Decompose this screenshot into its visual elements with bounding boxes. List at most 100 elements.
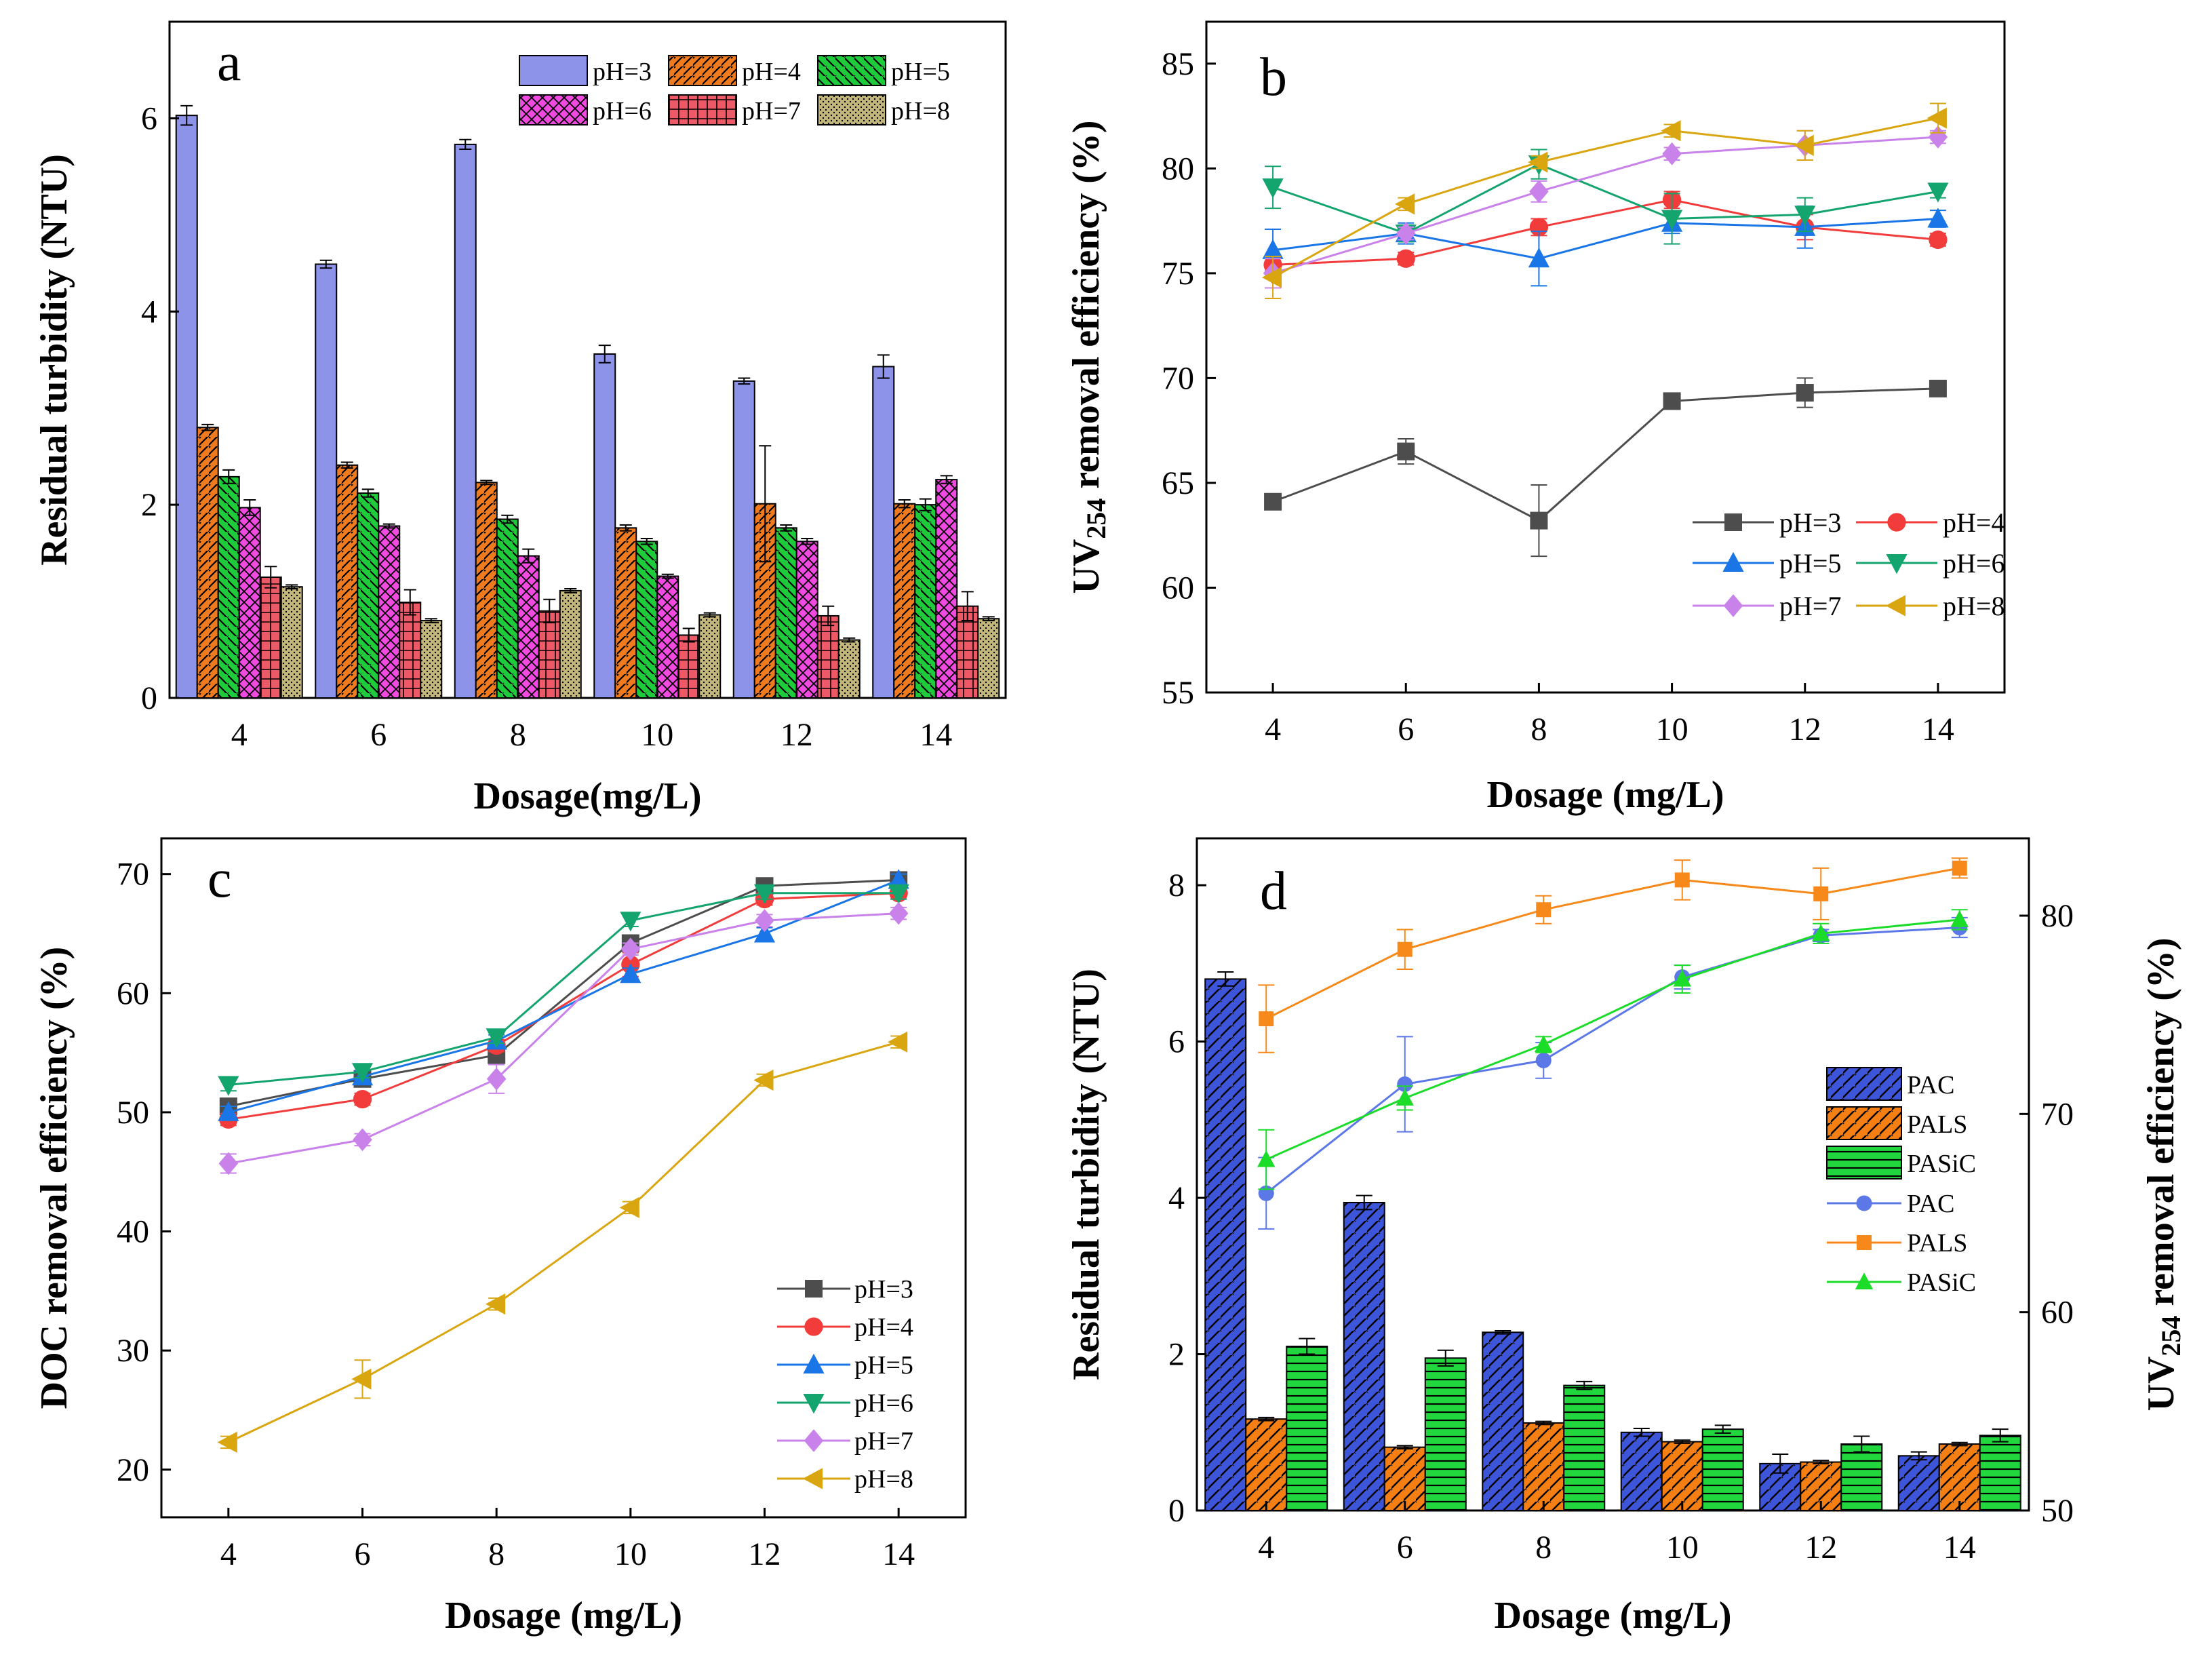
bar xyxy=(259,576,282,699)
error-bar xyxy=(264,566,277,589)
bar-pattern xyxy=(699,615,721,698)
data-point xyxy=(353,1089,372,1109)
bar-pattern xyxy=(1702,1429,1743,1510)
legend-marker xyxy=(1722,551,1744,572)
bar-pattern xyxy=(1979,1435,2021,1510)
panel-label: c xyxy=(208,849,232,909)
legend-label: PALS xyxy=(1907,1110,1967,1139)
data-point xyxy=(353,1128,372,1152)
legend-label: PAC xyxy=(1907,1071,1954,1099)
legend-label: pH=3 xyxy=(593,58,652,86)
bar-pattern xyxy=(1621,1432,1662,1510)
data-point xyxy=(1952,860,1967,876)
legend-label: pH=4 xyxy=(1943,507,2004,538)
legend-label: pH=7 xyxy=(1779,591,1841,621)
legend-swatch-outline xyxy=(817,94,886,125)
legend-marker xyxy=(1856,1195,1872,1211)
bar-pattern xyxy=(496,519,518,698)
series-line xyxy=(1265,918,1960,1161)
y-tick-label: 55 xyxy=(1162,675,1194,711)
bar-pattern xyxy=(1286,1346,1328,1510)
bar-pattern xyxy=(336,465,358,698)
data-point xyxy=(1812,924,1830,941)
x-tick-label: 8 xyxy=(510,717,526,753)
data-point xyxy=(1396,1089,1414,1106)
bar xyxy=(196,427,219,699)
legend-swatch-outline xyxy=(1826,1106,1902,1140)
data-point xyxy=(351,1368,372,1390)
legend-marker xyxy=(1887,513,1906,532)
legend-marker xyxy=(1886,554,1908,574)
error-bar xyxy=(564,588,577,593)
error-bar xyxy=(843,637,856,643)
error-bar xyxy=(243,499,256,516)
data-point xyxy=(888,901,909,925)
bar xyxy=(872,366,895,699)
error-bar xyxy=(961,591,974,622)
y-tick-label: 8 xyxy=(1168,868,1185,903)
bar xyxy=(1286,1346,1328,1511)
legend-swatch-pattern xyxy=(1827,1068,1901,1100)
bar xyxy=(1245,1418,1288,1512)
y-tick-label: 0 xyxy=(1168,1493,1185,1529)
data-point xyxy=(1927,107,1947,129)
bar xyxy=(614,527,637,699)
bar xyxy=(1938,1443,1981,1511)
x-tick-label: 6 xyxy=(370,717,387,753)
error-bar xyxy=(1674,1439,1691,1444)
x-axis-label: Dosage (mg/L) xyxy=(445,1595,682,1637)
legend-label: pH=3 xyxy=(1779,507,1841,538)
data-point xyxy=(1264,492,1282,511)
y-axis-label: UV254 removal efficiency (%) xyxy=(1065,120,1111,593)
bar xyxy=(1620,1431,1663,1511)
error-bar xyxy=(898,499,911,509)
bar-pattern xyxy=(817,615,839,698)
x-tick-label: 10 xyxy=(1666,1529,1699,1565)
data-point xyxy=(619,1196,639,1219)
legend-swatch xyxy=(817,55,886,86)
bar-pattern xyxy=(357,493,379,698)
error-bar xyxy=(1714,1424,1731,1434)
bar-pattern xyxy=(1661,1441,1703,1510)
bar xyxy=(914,504,937,699)
bar-fill xyxy=(176,115,197,699)
bar xyxy=(217,475,240,699)
legend-swatch-pattern xyxy=(519,95,587,125)
data-point xyxy=(753,1069,774,1091)
bar-pattern xyxy=(936,480,957,698)
bar xyxy=(732,380,755,699)
y-tick-label: 60 xyxy=(117,975,149,1011)
legend-swatch xyxy=(817,94,886,125)
error-bar xyxy=(759,445,772,563)
bar-fill xyxy=(594,353,616,698)
legend-marker xyxy=(1723,594,1743,617)
error-bar xyxy=(940,475,953,484)
x-tick-label: 10 xyxy=(614,1536,647,1572)
bar-pattern xyxy=(1482,1332,1524,1510)
bar xyxy=(1522,1422,1565,1511)
error-bar xyxy=(285,584,298,590)
x-tick-label: 4 xyxy=(220,1536,237,1572)
legend-marker xyxy=(804,1317,823,1336)
legend-label: pH=7 xyxy=(742,97,801,125)
data-point xyxy=(1662,142,1682,165)
bar xyxy=(378,525,401,699)
x-tick-label: 8 xyxy=(488,1536,505,1572)
bar xyxy=(1701,1428,1744,1512)
x-tick-label: 8 xyxy=(1530,711,1547,747)
bar xyxy=(1482,1331,1524,1511)
y-tick-label: 2 xyxy=(1168,1337,1185,1373)
plot-frame xyxy=(160,837,967,1519)
data-point xyxy=(1262,239,1284,259)
series-line xyxy=(228,1040,899,1443)
data-point xyxy=(888,884,909,905)
error-bar xyxy=(682,627,695,643)
bar-pattern xyxy=(1939,1444,1980,1510)
error-bar xyxy=(1633,1428,1650,1437)
bar xyxy=(559,589,582,699)
data-point xyxy=(1259,1011,1274,1027)
error-bar xyxy=(1356,1194,1372,1211)
bar xyxy=(454,143,477,699)
legend-swatch xyxy=(1826,1146,1902,1180)
bar xyxy=(837,639,861,699)
